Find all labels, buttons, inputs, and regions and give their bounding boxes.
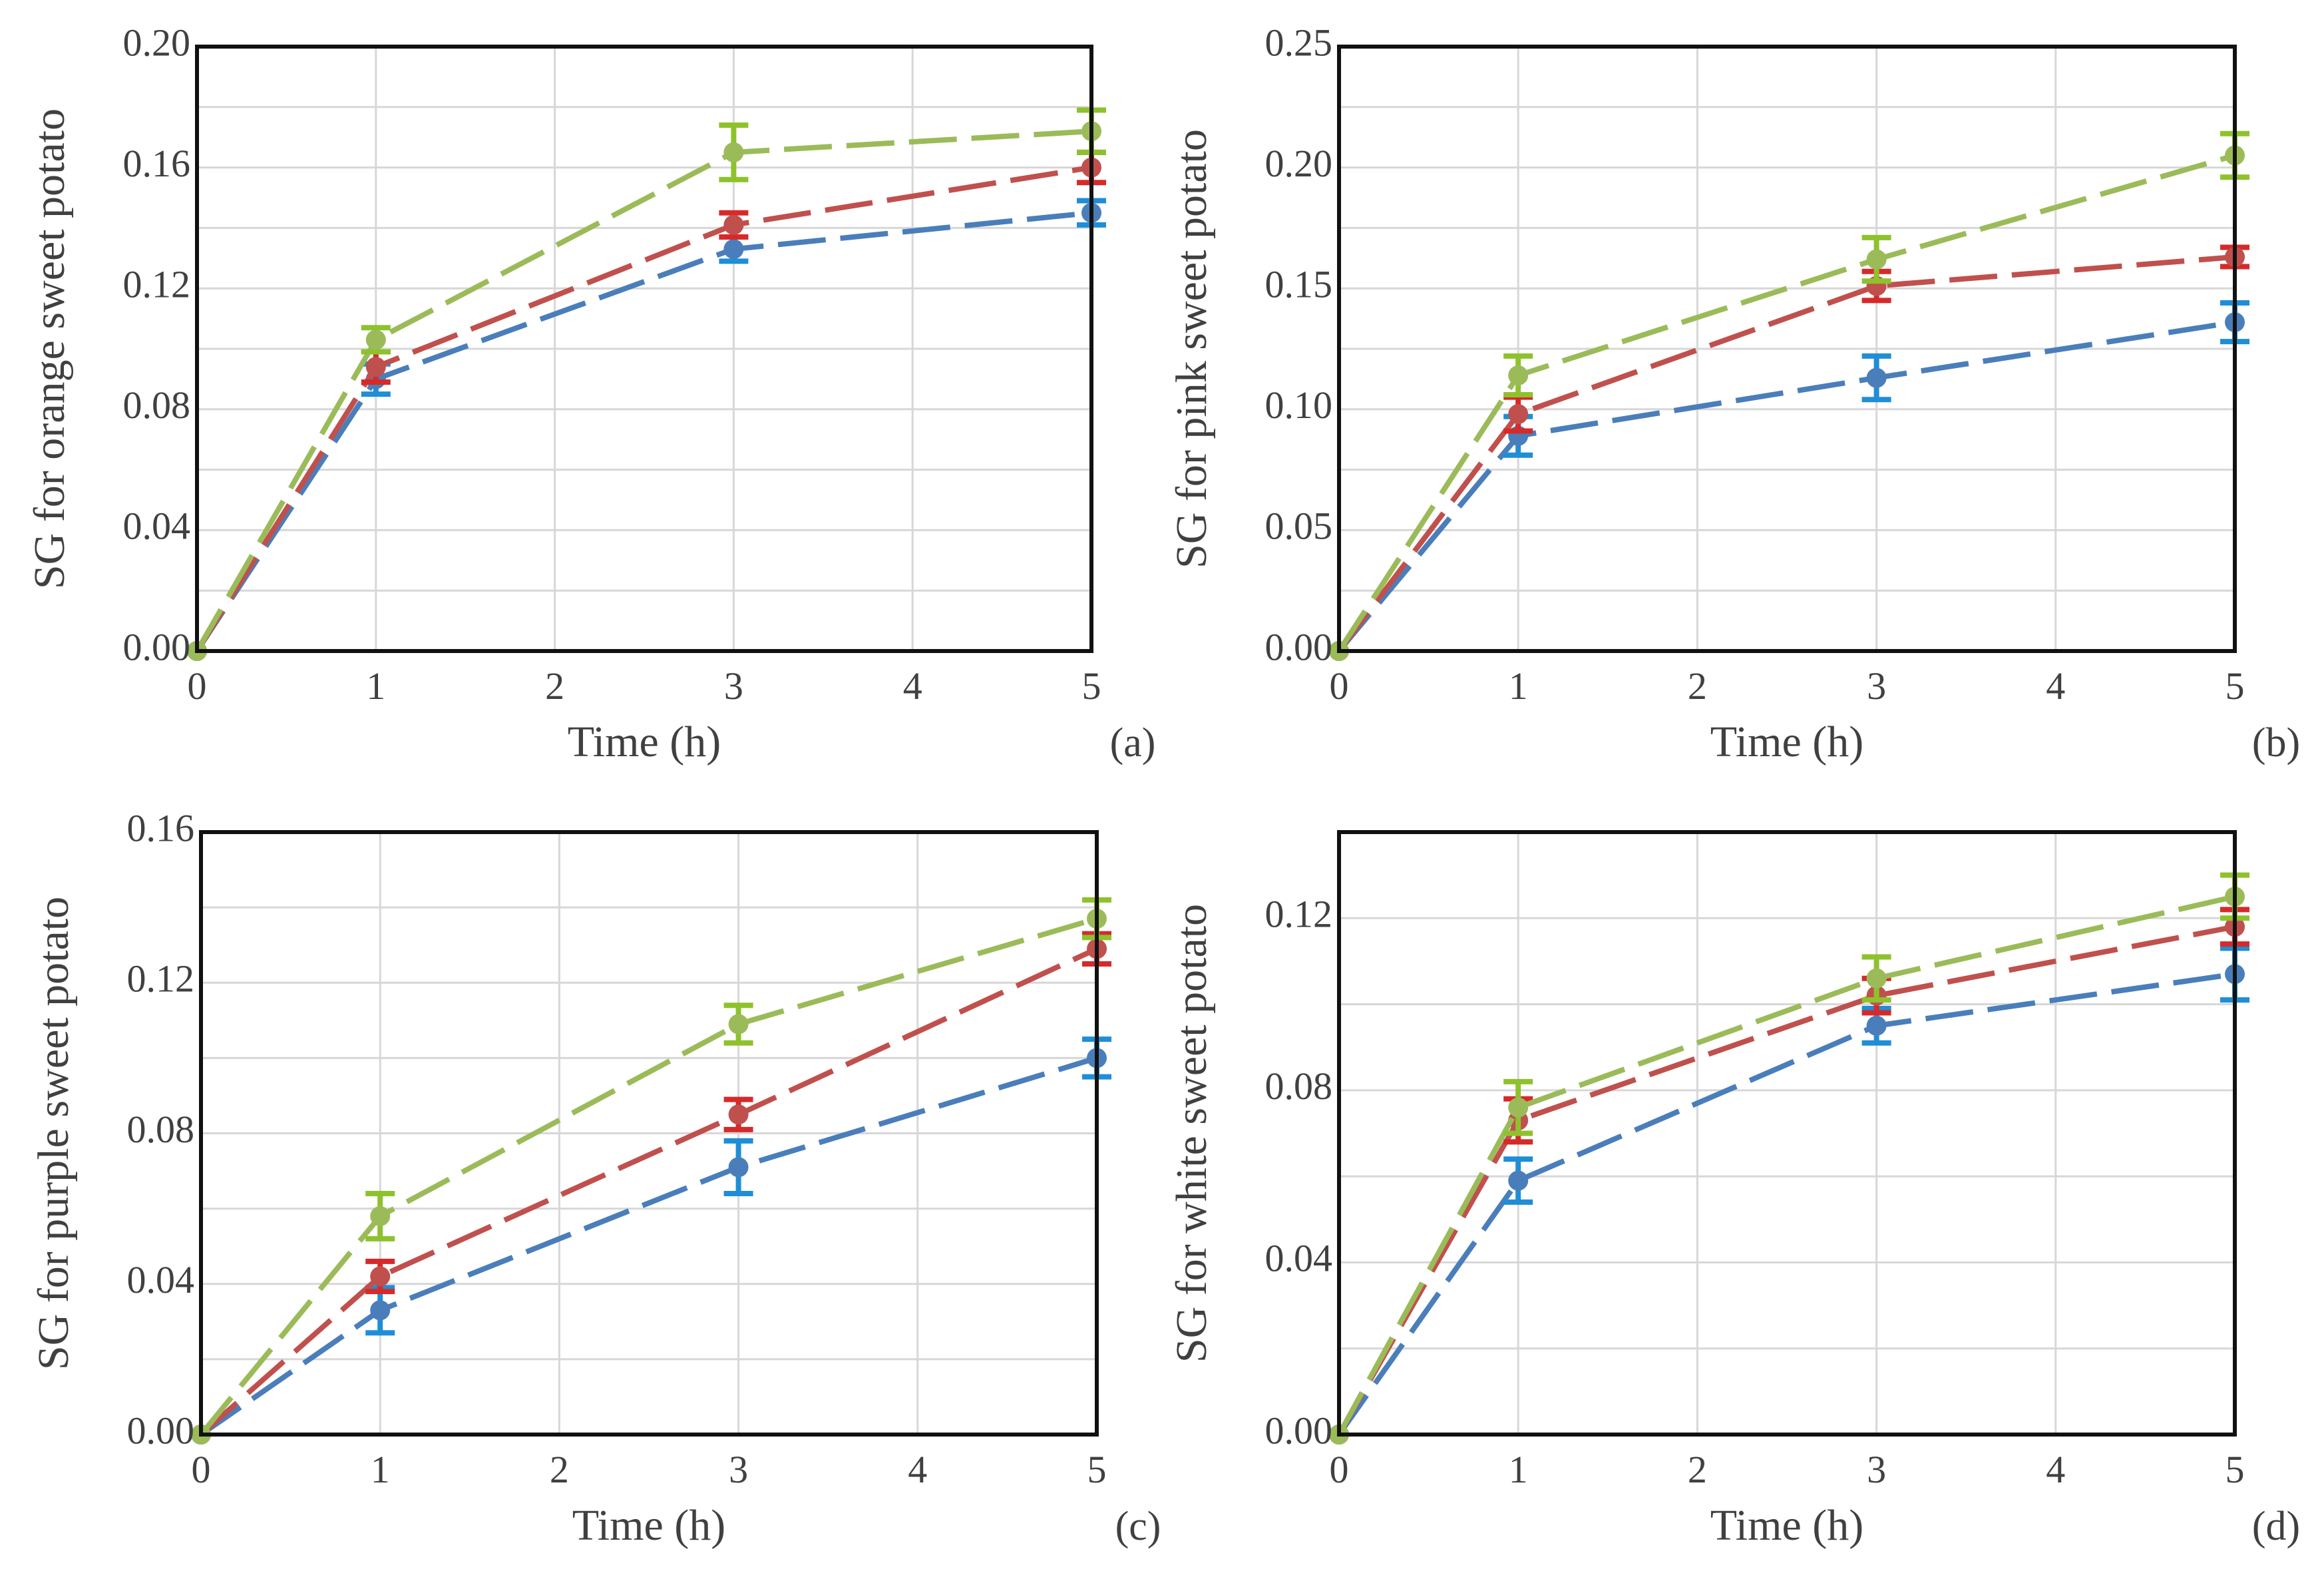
y-tick-label: 0.00	[1265, 1409, 1333, 1452]
x-axis-label: Time (h)	[1710, 718, 1863, 766]
series-line-3	[1336, 152, 2236, 653]
x-tick-label: 2	[545, 664, 564, 708]
x-tick-label: 3	[1867, 1448, 1886, 1491]
series-line-2	[199, 946, 1098, 1437]
x-tick-label: 2	[550, 1448, 569, 1491]
x-tick-label: 0	[1330, 1448, 1349, 1491]
x-tick-label: 4	[2046, 1448, 2065, 1491]
y-tick-label: 0.15	[1265, 263, 1333, 306]
x-tick-label: 3	[1867, 664, 1886, 708]
x-axis-label: Time (h)	[1710, 1501, 1863, 1550]
y-tick-label: 0.12	[127, 957, 195, 1001]
plot-frame	[1337, 45, 2237, 653]
y-axis-label: SG for purple sweet potato	[29, 897, 78, 1370]
x-tick-label: 1	[371, 1448, 390, 1491]
x-tick-label: 0	[1330, 664, 1349, 708]
x-axis-label: Time (h)	[572, 1501, 725, 1550]
plot-frame	[199, 830, 1099, 1437]
data-point	[723, 239, 744, 260]
series-line-3	[194, 128, 1092, 652]
series-line-2	[1336, 924, 2235, 1436]
chart-panel-d: 0.00 0.04 0.08 0.12 0 1 2 3 4 5 Time (h) SG for whi…	[1167, 830, 2300, 1550]
y-tick-label: 0.12	[1265, 893, 1333, 936]
data-point	[1508, 404, 1529, 425]
x-tick-label: 0	[192, 1448, 211, 1491]
data-point	[728, 1157, 749, 1178]
plot-frame	[195, 45, 1093, 653]
y-tick-label: 0.16	[127, 806, 195, 849]
series-line-3	[1336, 894, 2235, 1436]
y-tick-label: 0.00	[127, 1409, 195, 1452]
panel-label: (d)	[2252, 1504, 2300, 1549]
series-line-1	[1336, 971, 2235, 1437]
data-point	[1508, 1097, 1529, 1118]
y-tick-label: 0.04	[1265, 1237, 1333, 1280]
data-point	[365, 330, 386, 350]
plot-frame	[1337, 830, 2237, 1437]
series-line-1	[1336, 320, 2235, 653]
y-tick-label: 0.05	[1265, 505, 1333, 548]
x-tick-label: 1	[1509, 664, 1528, 708]
y-tick-label: 0.00	[1265, 625, 1333, 668]
chart-panel-c: 0.00 0.04 0.08 0.12 0.16 0 1 2 3 4 5 Time (h) SG for…	[29, 806, 1161, 1550]
data-point	[1508, 1170, 1529, 1191]
panel-label: (a)	[1110, 720, 1156, 766]
x-tick-label: 0	[188, 664, 207, 708]
y-tick-label: 0.20	[1265, 142, 1333, 185]
x-tick-label: 1	[1509, 1448, 1528, 1491]
y-axis-label: SG for white sweet potato	[1167, 904, 1216, 1363]
series-line-2	[194, 164, 1092, 653]
y-tick-label: 0.12	[123, 263, 191, 306]
x-tick-label: 5	[1087, 1448, 1107, 1491]
data-point	[1866, 367, 1887, 388]
series-line-2	[1336, 254, 2235, 653]
y-axis-label: SG for orange sweet potato	[25, 109, 74, 589]
y-tick-label: 0.08	[127, 1108, 195, 1151]
x-tick-label: 5	[1082, 664, 1101, 708]
x-tick-label: 2	[1688, 1448, 1707, 1491]
data-point	[1508, 365, 1529, 385]
y-tick-label: 0.08	[1265, 1064, 1333, 1108]
x-tick-label: 1	[366, 664, 385, 708]
data-point	[723, 142, 744, 162]
data-point	[1866, 1015, 1887, 1036]
y-tick-label: 0.00	[123, 625, 191, 668]
series-line-3	[198, 916, 1098, 1437]
chart-panel-a: 0.00 0.04 0.08 0.12 0.16 0.20 0 1 2 3 4 5 Time (h) SG…	[25, 21, 1155, 766]
panel-label: (c)	[1115, 1504, 1161, 1549]
x-tick-label: 4	[2046, 664, 2065, 708]
y-tick-label: 0.16	[123, 142, 191, 185]
data-point	[365, 357, 386, 377]
data-point	[723, 214, 744, 235]
x-tick-label: 4	[903, 664, 922, 708]
data-point	[370, 1206, 391, 1226]
data-point	[728, 1014, 749, 1034]
y-axis-label: SG for pink sweet potato	[1167, 129, 1216, 568]
x-tick-label: 5	[2226, 664, 2245, 708]
x-tick-label: 4	[908, 1448, 927, 1491]
x-tick-label: 2	[1688, 664, 1707, 708]
data-point	[1866, 249, 1887, 270]
y-tick-label: 0.20	[123, 21, 191, 64]
series-line-1	[199, 1055, 1098, 1437]
y-tick-label: 0.10	[1265, 383, 1333, 427]
y-tick-label: 0.04	[123, 505, 191, 548]
chart-panel-b: 0.00 0.05 0.10 0.15 0.20 0.25 0 1 2 3 4 5 Time (h) SG…	[1167, 21, 2300, 766]
x-tick-label: 5	[2226, 1448, 2245, 1491]
y-tick-label: 0.04	[127, 1258, 195, 1301]
y-tick-label: 0.25	[1265, 21, 1333, 64]
panel-label: (b)	[2252, 720, 2300, 766]
data-point	[370, 1266, 391, 1287]
x-tick-label: 3	[724, 664, 743, 708]
data-point	[728, 1104, 749, 1125]
x-tick-label: 3	[729, 1448, 748, 1491]
data-point	[1866, 968, 1887, 989]
series-line-1	[194, 210, 1092, 653]
y-tick-label: 0.08	[123, 383, 191, 427]
data-point	[370, 1300, 391, 1321]
x-axis-label: Time (h)	[568, 718, 721, 766]
